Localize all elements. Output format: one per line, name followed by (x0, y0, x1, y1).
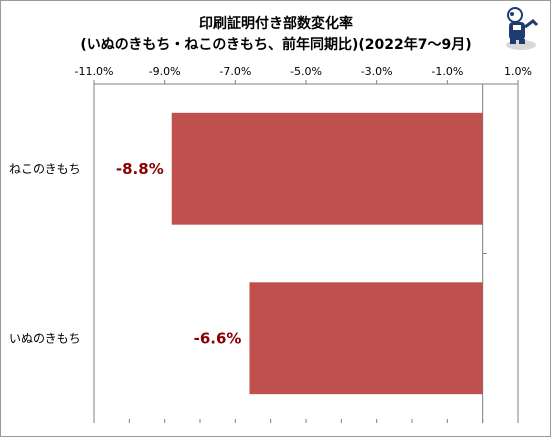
data-label: -6.6% (194, 329, 242, 347)
chart-title: 印刷証明付き部数変化率 (199, 16, 353, 32)
x-tick-label: -5.0% (290, 65, 322, 78)
mascot-logo (506, 7, 539, 50)
x-tick-label: -11.0% (75, 65, 114, 78)
x-tick-label: -3.0% (361, 65, 393, 78)
x-tick-label: -1.0% (431, 65, 463, 78)
bar-2 (249, 282, 483, 395)
category-label: いぬのきもち (9, 331, 81, 345)
bar-1 (171, 112, 483, 225)
chart-subtitle: (いぬのきもち・ねこのきもち、前年同期比)(2022年7～9月) (80, 37, 472, 53)
x-tick-label: -7.0% (219, 65, 251, 78)
x-tick-label: 1.0% (504, 65, 532, 78)
data-label: -8.8% (116, 160, 164, 178)
category-label: ねこのきもち (9, 162, 81, 176)
x-tick-label: -9.0% (149, 65, 181, 78)
